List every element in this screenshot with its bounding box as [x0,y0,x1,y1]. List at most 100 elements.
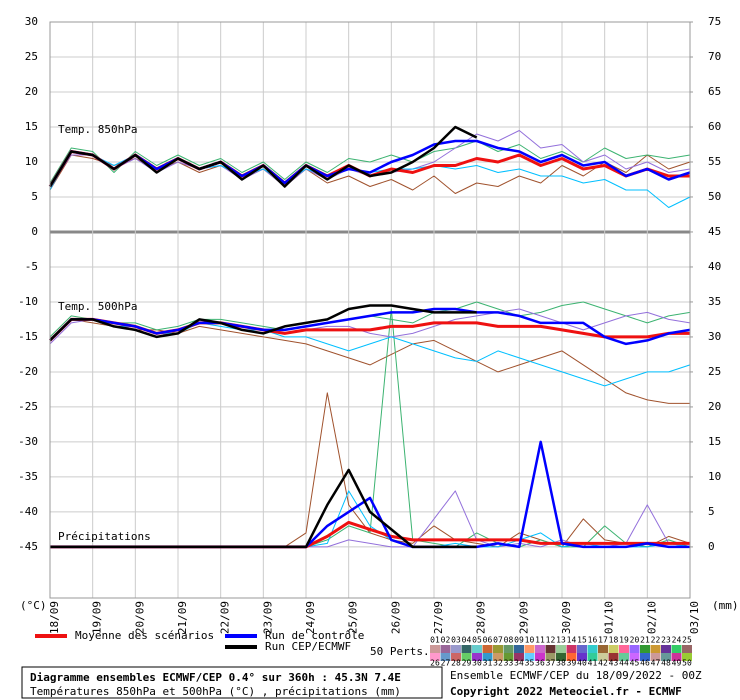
pert-label: 02 [441,636,451,645]
series-line [49,307,691,346]
y-tick-label: -10 [18,295,38,308]
pert-label: 31 [483,659,493,668]
pert-label: 48 [661,659,671,668]
x-tick-label: 21/09 [176,601,189,634]
y-tick-label: -20 [18,365,38,378]
series-line [48,139,691,188]
pert-label: 50 [682,659,692,668]
pert-label: 03 [451,636,461,645]
pert-label: 17 [598,636,608,645]
pert-swatch [682,653,692,661]
y2-tick-label: 45 [708,225,721,238]
pert-swatch [472,645,482,653]
pert-swatch [587,645,598,653]
pert-label: 22 [651,636,661,645]
y2-tick-label: 55 [708,155,721,168]
pert-swatch [535,645,545,653]
pert-label: 41 [588,659,598,668]
pert-label: 12 [546,636,556,645]
pert-swatch [661,645,671,653]
pert-label: 13 [556,636,566,645]
pert-label: 23 [661,636,671,645]
pert-swatch [514,653,524,661]
pert-swatch [524,645,535,653]
pert-swatch [671,653,682,661]
pert-label: 43 [609,659,619,668]
footer-run: Ensemble ECMWF/CEP du 18/09/2022 - 00Z [450,669,702,682]
pert-swatch [482,653,493,661]
pert-label: 42 [598,659,608,668]
y2-tick-label: 65 [708,85,721,98]
y-tick-label: 0 [31,225,38,238]
panel-label: Précipitations [58,530,151,543]
x-tick-label: 30/09 [560,601,573,634]
footer-copyright: Copyright 2022 Meteociel.fr - ECMWF [450,685,682,698]
x-tick-label: 29/09 [517,601,530,634]
pert-label: 14 [567,636,577,645]
y2-tick-label: 70 [708,50,721,63]
y2-tick-label: 50 [708,190,721,203]
pert-swatch [608,653,619,661]
pert-swatch [619,653,629,661]
x-tick-label: 24/09 [304,601,317,634]
pert-swatch [566,653,577,661]
legend-label: Run CEP/ECMWF [265,640,351,653]
pert-label: 10 [525,636,535,645]
y2-tick-label: 35 [708,295,721,308]
pert-swatch [629,653,640,661]
pert-label: 07 [493,636,503,645]
pert-label: 09 [514,636,524,645]
pert-label: 44 [619,659,629,668]
series-line [50,468,477,549]
pert-label: 04 [462,636,472,645]
pert-label: 11 [535,636,545,645]
legend-label: Moyenne des scénarios [75,629,214,642]
pert-swatch [482,645,493,653]
pert-swatch [503,653,514,661]
x-tick-label: 01/10 [603,601,616,634]
pert-swatch [545,653,556,661]
pert-label: 24 [672,636,682,645]
y-tick-label: -15 [18,330,38,343]
pert-swatch [535,653,545,661]
pert-swatch [629,645,640,653]
pert-swatch [556,653,566,661]
pert-label: 38 [556,659,566,668]
pert-swatch [650,645,661,653]
plot-frame [49,21,691,599]
series-line [48,125,478,188]
pert-label: 01 [430,636,440,645]
pert-swatch [440,645,451,653]
y-tick-label: 20 [25,85,38,98]
y2-tick-label: 60 [708,120,721,133]
pert-swatch [661,653,671,661]
pert-swatch [472,653,482,661]
pert-label: 08 [504,636,514,645]
y-unit: (°C) [20,599,47,612]
y-tick-label: -25 [18,400,38,413]
x-tick-label: 20/09 [133,601,146,634]
pert-swatch [545,645,556,653]
y2-tick-label: 10 [708,470,721,483]
x-tick-label: 23/09 [261,601,274,634]
y2-tick-label: 30 [708,330,721,343]
footer-box [21,666,443,699]
pert-swatch [451,653,461,661]
pert-label: 32 [493,659,503,668]
pert-swatch [430,645,440,653]
pert-swatch [503,645,514,653]
pert-swatch [514,645,524,653]
pert-swatch [493,645,503,653]
panel-label: Temp. 500hPa [58,300,137,313]
x-tick-label: 03/10 [688,601,701,634]
y-tick-label: -5 [25,260,38,273]
x-tick-label: 25/09 [347,601,360,634]
perts-label: 50 Perts. [370,645,430,658]
x-tick-label: 26/09 [389,601,402,634]
y-tick-label: 5 [31,190,38,203]
pert-label: 19 [619,636,629,645]
footer-subtitle: Températures 850hPa et 500hPa (°C) , pré… [30,685,401,698]
x-tick-label: 27/09 [432,601,445,634]
pert-label: 16 [588,636,598,645]
